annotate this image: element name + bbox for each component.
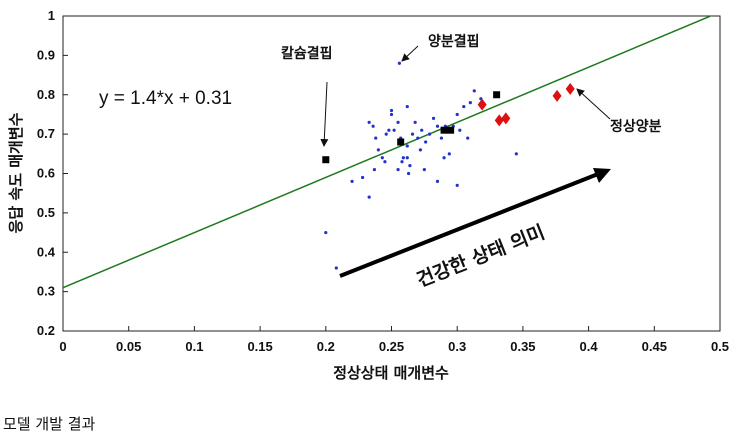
scatter-chart: 0 0.05 0.1 0.15 0.2 0.25 0.3 0.35 0.4 0.45 0.5 0.2… <box>7 8 729 382</box>
data-point-blue <box>389 112 394 117</box>
data-point-red <box>494 114 504 127</box>
data-point-blue <box>408 164 412 168</box>
x-tick-label: 0.3 <box>448 339 466 354</box>
y-tick-label: 0.9 <box>37 47 55 62</box>
annotation-calcium-arrow <box>320 81 329 147</box>
data-point-blue <box>424 140 428 144</box>
data-point-black <box>440 126 448 134</box>
data-point-blue <box>458 128 462 132</box>
annotation-nutrient: 양분결핍 <box>428 33 480 50</box>
figure-caption: 모델 개발 결과 <box>3 415 96 433</box>
data-point-blue <box>410 132 415 136</box>
data-point-red <box>501 112 511 125</box>
data-point-blue <box>367 120 371 124</box>
data-point-blue <box>397 61 401 65</box>
data-point-blue <box>389 108 394 113</box>
data-point-blue <box>431 116 436 120</box>
x-tick-label: 0.25 <box>379 339 404 354</box>
data-point-blue <box>435 179 440 183</box>
y-tick-label: 0.7 <box>37 126 55 141</box>
annotation-normal-arrow <box>576 88 611 120</box>
equation-label: y = 1.4*x + 0.31 <box>99 88 232 109</box>
y-tick-label: 0.4 <box>37 244 56 259</box>
x-tick-label: 0.15 <box>247 339 272 354</box>
x-tick-label: 0.1 <box>185 339 203 354</box>
y-tick-label: 0.2 <box>37 323 55 338</box>
x-tick-label: 0.35 <box>510 339 535 354</box>
data-point-blue <box>514 152 518 156</box>
x-axis-ticks: 0 0.05 0.1 0.15 0.2 0.25 0.3 0.35 0.4 0.45 0.5 <box>59 326 729 354</box>
data-point-black <box>322 156 330 164</box>
data-point-blue <box>472 89 476 93</box>
data-points <box>322 61 575 270</box>
data-point-blue <box>422 167 426 172</box>
x-tick-label: 0.05 <box>116 339 141 354</box>
annotation-nutrient-arrow <box>401 45 419 62</box>
data-point-black <box>397 138 405 146</box>
trend-arrow-shaft <box>339 172 599 278</box>
data-point-blue <box>371 124 375 128</box>
data-point-blue <box>392 128 396 132</box>
data-point-blue <box>468 101 472 105</box>
y-tick-label: 1 <box>48 8 55 23</box>
data-point-blue <box>447 152 451 156</box>
data-point-blue <box>416 136 420 140</box>
x-axis-label: 정상상태 매개변수 <box>333 364 449 382</box>
data-point-black <box>493 91 501 99</box>
x-tick-label: 0.5 <box>711 339 729 354</box>
data-point-blue <box>418 148 423 152</box>
data-point-blue <box>466 136 470 140</box>
data-point-blue <box>405 156 409 160</box>
data-point-blue <box>384 132 388 136</box>
data-point-blue <box>387 128 391 132</box>
data-point-blue <box>396 167 400 172</box>
data-point-blue <box>367 195 371 199</box>
plot-area <box>62 15 721 332</box>
data-point-blue <box>405 104 409 109</box>
y-tick-label: 0.6 <box>37 166 55 181</box>
data-point-blue <box>324 230 328 235</box>
y-tick-label: 0.8 <box>37 87 55 102</box>
data-point-blue <box>439 136 444 140</box>
data-point-blue <box>420 128 424 132</box>
y-axis-label: 응답 속도 매개변수 <box>7 112 25 233</box>
data-point-blue <box>380 156 384 160</box>
y-tick-label: 0.5 <box>37 205 55 220</box>
data-point-blue <box>350 179 354 183</box>
data-point-blue <box>396 120 400 124</box>
data-point-blue <box>376 148 380 152</box>
data-point-red <box>552 89 562 102</box>
annotation-calcium: 칼슘결핍 <box>281 45 333 62</box>
data-point-blue <box>405 144 409 148</box>
data-point-blue <box>334 266 338 270</box>
data-point-blue <box>455 112 459 117</box>
data-point-red <box>477 98 487 111</box>
data-point-blue <box>383 160 387 164</box>
data-point-red <box>565 82 575 95</box>
data-point-blue <box>413 120 417 124</box>
data-point-black <box>447 126 455 134</box>
x-tick-label: 0.4 <box>580 339 599 354</box>
data-point-blue <box>401 156 405 160</box>
trend-arrow-head <box>593 168 611 183</box>
data-point-blue <box>374 136 378 140</box>
data-point-blue <box>400 160 404 164</box>
data-point-blue <box>455 183 459 187</box>
x-tick-label: 0.2 <box>317 339 335 354</box>
data-point-blue <box>406 171 411 176</box>
data-point-blue <box>428 132 432 136</box>
y-axis-ticks: 0.2 0.3 0.4 0.5 0.6 0.7 0.8 0.9 1 <box>37 8 68 338</box>
data-point-blue <box>462 104 466 109</box>
y-tick-label: 0.3 <box>37 284 55 299</box>
data-point-blue <box>435 124 440 128</box>
data-point-blue <box>360 175 365 180</box>
data-point-blue <box>442 156 446 160</box>
annotation-normal: 정상양분 <box>610 118 662 135</box>
x-tick-label: 0 <box>59 339 66 354</box>
data-point-blue <box>372 167 377 172</box>
x-tick-label: 0.45 <box>642 339 667 354</box>
fit-line <box>63 16 713 289</box>
